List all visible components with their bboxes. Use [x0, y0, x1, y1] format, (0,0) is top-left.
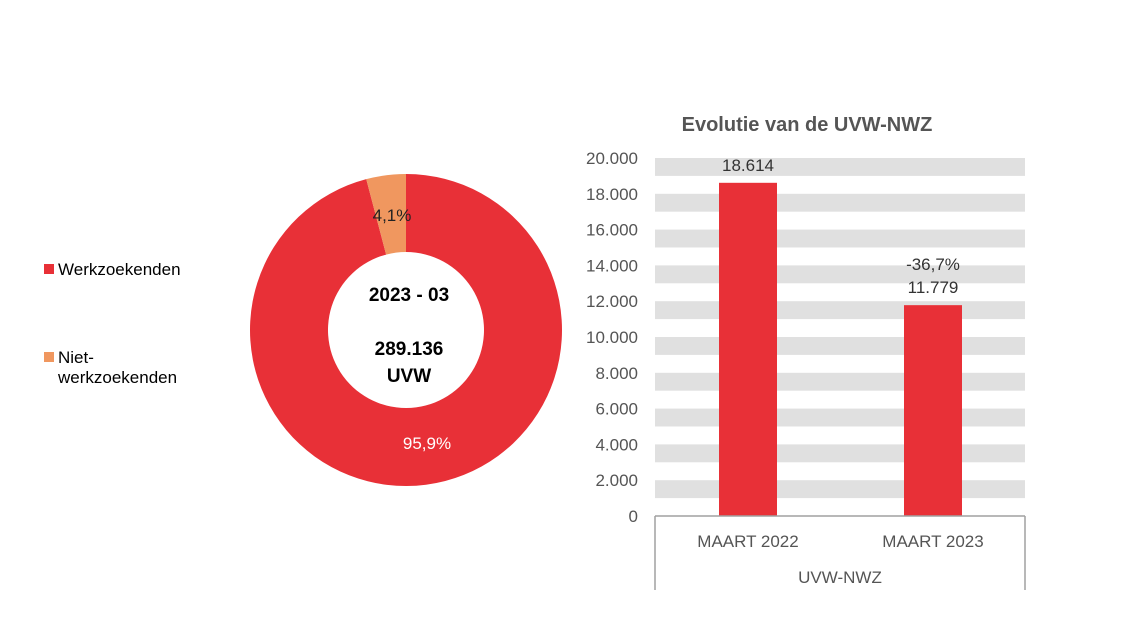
y-tick-label: 18.000 — [586, 185, 638, 204]
donut-center-unit: UVW — [387, 366, 431, 387]
grid-band — [655, 480, 1025, 499]
legend-label-line2: werkzoekenden — [58, 368, 178, 387]
bar-1 — [904, 305, 962, 516]
grid-band — [655, 301, 1025, 320]
slice-label-niet-werkzoekenden: 4,1% — [373, 206, 412, 225]
legend-swatch-werkzoekenden — [44, 264, 54, 274]
x-category-label: MAART 2023 — [882, 532, 983, 551]
donut-center-total: 289.136 — [375, 339, 444, 360]
donut-slice-0 — [250, 174, 563, 486]
grid-band — [655, 337, 1025, 355]
y-tick-label: 10.000 — [586, 328, 638, 347]
y-tick-label: 2.000 — [595, 471, 638, 490]
grid-band — [655, 408, 1025, 427]
grid-band — [655, 229, 1025, 248]
legend-item-werkzoekenden: Werkzoekenden — [44, 260, 181, 280]
grid-band — [655, 265, 1025, 284]
donut-center-period: 2023 - 03 — [369, 285, 449, 306]
bar-chart-title: Evolutie van de UVW-NWZ — [682, 114, 933, 136]
grid-band — [655, 158, 1025, 176]
x-group-label: UVW-NWZ — [798, 568, 882, 587]
y-tick-label: 12.000 — [586, 292, 638, 311]
bar-data-label: 18.614 — [722, 156, 774, 175]
y-tick-label: 8.000 — [595, 364, 638, 383]
grid-band — [655, 372, 1025, 391]
donut-slice-1 — [366, 174, 406, 255]
grid-band — [655, 444, 1025, 463]
bar-data-label: 11.779 — [908, 278, 959, 297]
y-tick-label: 20.000 — [586, 149, 638, 168]
x-category-label: MAART 2022 — [697, 532, 798, 551]
grid-band — [655, 193, 1025, 212]
y-tick-label: 6.000 — [595, 400, 638, 419]
legend-item-niet-werkzoekenden: Niet- werkzoekenden — [44, 348, 177, 388]
bar-change-label: -36,7% — [906, 255, 960, 274]
legend-label: Niet- — [58, 348, 94, 367]
y-tick-label: 16.000 — [586, 221, 638, 240]
y-tick-label: 0 — [629, 507, 638, 526]
bar-0 — [719, 182, 777, 517]
slice-label-werkzoekenden: 95,9% — [403, 434, 451, 453]
y-tick-label: 14.000 — [586, 256, 638, 275]
y-tick-label: 4.000 — [595, 435, 638, 454]
legend-swatch-niet-werkzoekenden — [44, 352, 54, 362]
legend-label: Werkzoekenden — [58, 260, 181, 279]
